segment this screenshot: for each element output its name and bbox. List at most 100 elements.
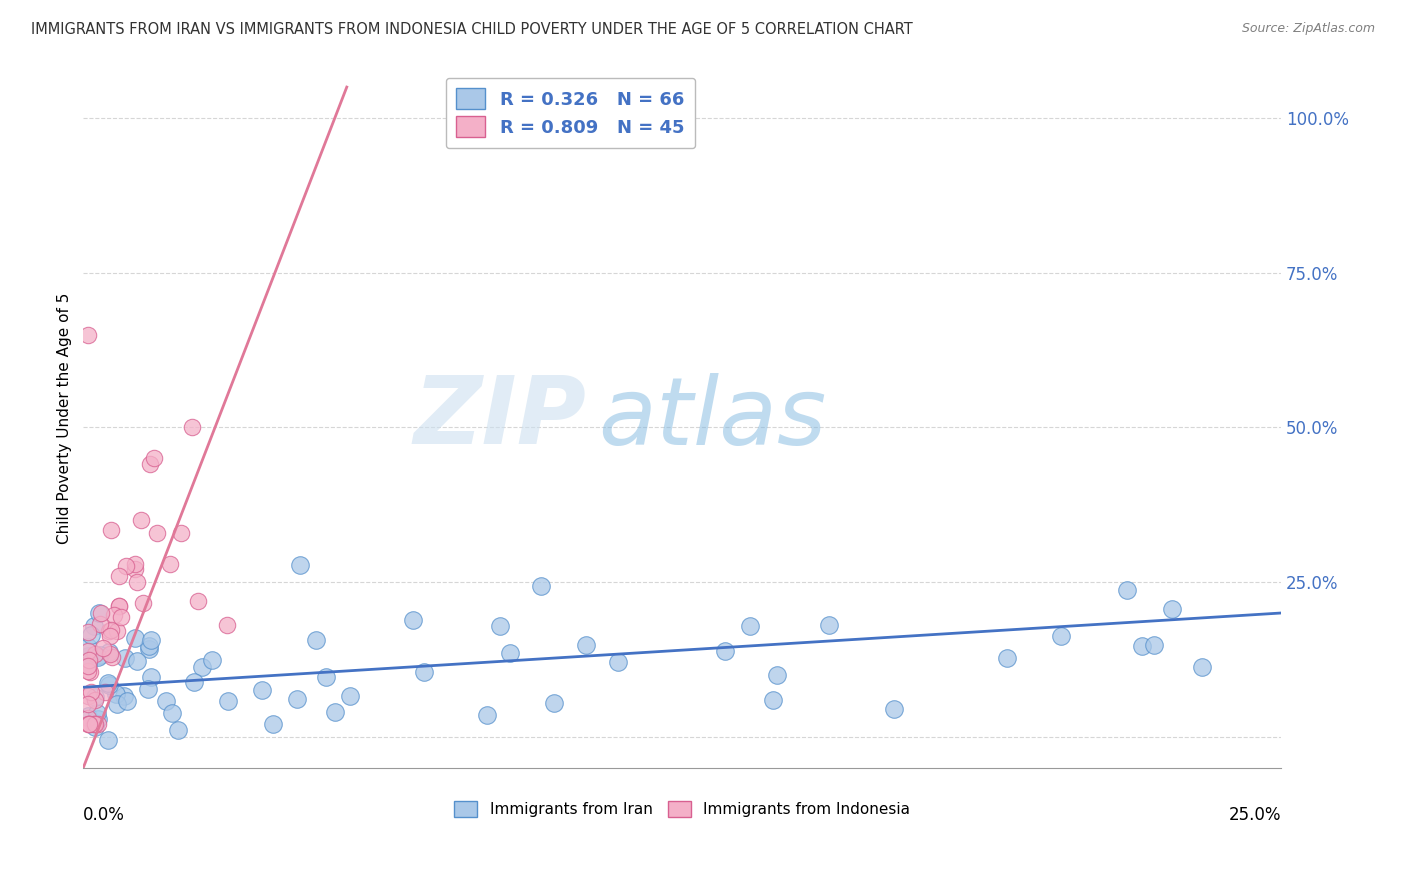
Point: [142, 450, 165, 465]
Point: [114, 650, 136, 665]
Point: [1191, 660, 1213, 674]
Point: [125, 574, 148, 589]
Point: [217, 694, 239, 708]
Point: [262, 717, 284, 731]
Point: [883, 702, 905, 716]
Point: [125, 655, 148, 669]
Point: [159, 557, 181, 571]
Point: [84, 720, 107, 734]
Point: [77, 664, 100, 678]
Point: [740, 619, 762, 633]
Point: [817, 618, 839, 632]
Point: [105, 697, 128, 711]
Point: [77, 624, 100, 639]
Point: [529, 579, 551, 593]
Point: [115, 694, 138, 708]
Point: [155, 694, 177, 708]
Point: [477, 708, 499, 723]
Point: [98, 677, 121, 691]
Point: [170, 526, 193, 541]
Point: [86, 712, 108, 726]
Point: [305, 633, 328, 648]
Point: [114, 559, 136, 574]
Point: [108, 569, 131, 583]
Point: [1130, 640, 1153, 654]
Point: [543, 696, 565, 710]
Legend: Immigrants from Iran, Immigrants from Indonesia: Immigrants from Iran, Immigrants from In…: [449, 795, 915, 823]
Point: [97, 676, 120, 690]
Text: atlas: atlas: [599, 373, 827, 464]
Point: [77, 708, 100, 723]
Point: [108, 599, 131, 613]
Point: [1161, 601, 1184, 615]
Point: [201, 653, 224, 667]
Point: [129, 513, 152, 527]
Point: [97, 624, 120, 639]
Point: [77, 649, 100, 664]
Point: [112, 690, 135, 704]
Point: [77, 711, 100, 725]
Point: [413, 665, 436, 679]
Point: [84, 690, 107, 704]
Point: [80, 685, 103, 699]
Point: [77, 327, 100, 342]
Point: [138, 642, 160, 657]
Point: [215, 618, 238, 632]
Point: [183, 675, 205, 690]
Point: [762, 692, 785, 706]
Point: [101, 649, 124, 664]
Point: [124, 631, 146, 645]
Point: [77, 659, 100, 673]
Point: [77, 717, 100, 731]
Point: [84, 647, 107, 661]
Point: [139, 670, 162, 684]
Point: [402, 614, 425, 628]
Point: [77, 643, 100, 657]
Point: [91, 641, 114, 656]
Point: [77, 653, 100, 667]
Text: 0.0%: 0.0%: [83, 806, 125, 824]
Point: [105, 624, 128, 638]
Point: [575, 638, 598, 652]
Point: [315, 670, 337, 684]
Point: [105, 687, 128, 701]
Point: [77, 717, 100, 731]
Point: [89, 606, 111, 620]
Point: [160, 706, 183, 721]
Point: [77, 640, 100, 654]
Point: [98, 645, 121, 659]
Point: [766, 667, 789, 681]
Point: [139, 457, 162, 471]
Point: [180, 420, 202, 434]
Point: [107, 599, 129, 614]
Point: [1116, 582, 1139, 597]
Point: [79, 665, 101, 679]
Point: [77, 698, 100, 712]
Point: [1049, 629, 1071, 643]
Point: [714, 643, 737, 657]
Point: [110, 609, 132, 624]
Point: [97, 732, 120, 747]
Point: [103, 607, 125, 622]
Point: [167, 723, 190, 737]
Point: [98, 629, 121, 643]
Text: IMMIGRANTS FROM IRAN VS IMMIGRANTS FROM INDONESIA CHILD POVERTY UNDER THE AGE OF: IMMIGRANTS FROM IRAN VS IMMIGRANTS FROM …: [31, 22, 912, 37]
Point: [138, 639, 160, 653]
Point: [339, 689, 361, 703]
Point: [995, 651, 1018, 665]
Point: [83, 717, 105, 731]
Point: [83, 717, 105, 731]
Point: [323, 706, 346, 720]
Point: [94, 685, 117, 699]
Point: [89, 648, 111, 662]
Point: [285, 691, 308, 706]
Point: [83, 619, 105, 633]
Point: [132, 596, 155, 610]
Point: [498, 646, 520, 660]
Text: 25.0%: 25.0%: [1229, 806, 1281, 824]
Point: [77, 689, 100, 703]
Point: [98, 647, 121, 661]
Point: [136, 681, 159, 696]
Y-axis label: Child Poverty Under the Age of 5: Child Poverty Under the Age of 5: [58, 293, 72, 544]
Point: [607, 655, 630, 669]
